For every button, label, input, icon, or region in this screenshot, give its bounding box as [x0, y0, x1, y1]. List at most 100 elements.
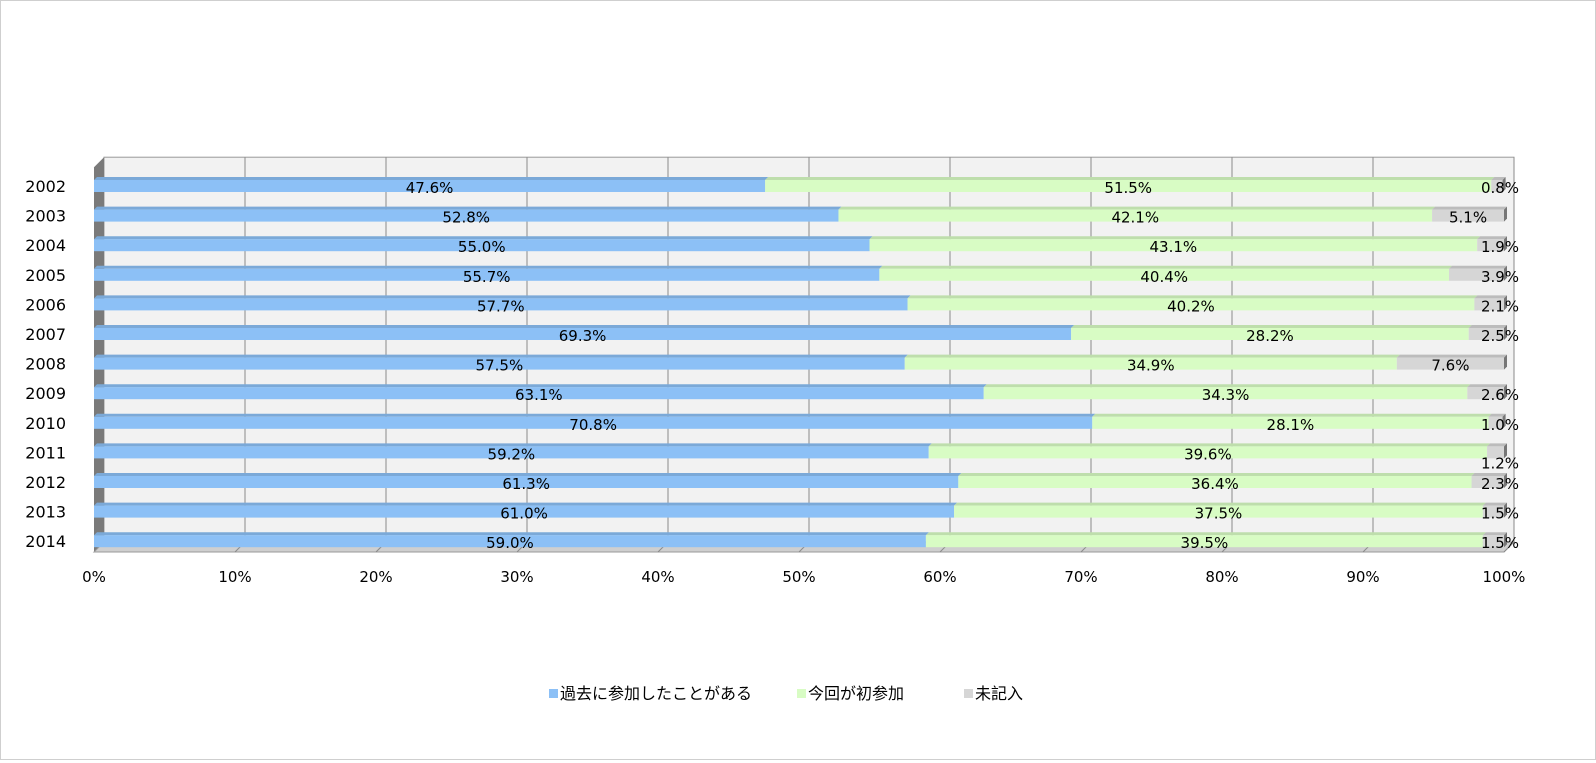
bar-top-face	[928, 443, 1491, 447]
bar-segment	[94, 268, 880, 281]
bars	[94, 177, 1507, 548]
category-label: 2012	[25, 473, 66, 492]
data-label: 1.2%	[1481, 454, 1519, 472]
bar-segment	[1488, 416, 1503, 429]
data-label: 40.2%	[1167, 297, 1215, 315]
bar-segment	[1482, 505, 1504, 518]
bar-top-face	[954, 502, 1486, 506]
bar-segment	[1474, 298, 1504, 311]
x-tick-label: 0%	[82, 568, 106, 586]
data-label: 0.8%	[1481, 179, 1519, 197]
legend-swatch	[964, 689, 973, 698]
legend-swatch	[797, 689, 806, 698]
category-label: 2005	[25, 266, 66, 285]
data-label: 69.3%	[559, 327, 607, 345]
bar-end-face	[1504, 384, 1507, 400]
data-label: 28.1%	[1267, 416, 1315, 434]
bar-top-face	[94, 532, 929, 536]
bar-top-face	[1071, 325, 1472, 328]
bar-segment	[1432, 209, 1504, 222]
data-label: 57.5%	[476, 357, 524, 375]
data-label: 2.5%	[1481, 327, 1519, 345]
data-label: 1.5%	[1481, 505, 1519, 523]
bar-segment	[925, 535, 1483, 548]
bar-top-face	[925, 532, 1486, 536]
bar-segment	[94, 476, 959, 488]
bar-top-face	[1092, 413, 1492, 417]
bar-end-face	[1504, 325, 1507, 340]
bar-top-face	[94, 443, 932, 447]
category-label: 2014	[25, 532, 66, 551]
bar-end-face	[1504, 265, 1507, 281]
bar-segment	[1092, 416, 1489, 429]
data-label: 42.1%	[1111, 209, 1159, 227]
bar-top-face	[1491, 177, 1506, 180]
bar-end-face	[1504, 236, 1507, 252]
bar-segment	[1071, 328, 1469, 340]
bar-segment	[904, 357, 1397, 370]
category-label: 2013	[25, 503, 66, 522]
data-label: 63.1%	[515, 386, 563, 404]
bar-top-face	[1471, 473, 1507, 476]
bar-top-face	[94, 413, 1096, 417]
category-label: 2002	[25, 177, 66, 196]
x-tick-label: 90%	[1346, 568, 1379, 586]
bar-segment	[1491, 180, 1503, 192]
legend-label: 今回が初参加	[808, 684, 904, 703]
data-label: 47.6%	[406, 179, 454, 197]
data-label: 39.5%	[1181, 534, 1229, 552]
bar-top-face	[879, 265, 1453, 269]
x-tick-label: 40%	[641, 568, 674, 586]
data-label: 2.6%	[1481, 386, 1519, 404]
x-tick-label: 20%	[359, 568, 392, 586]
x-tick-label: 30%	[500, 568, 533, 586]
bar-segment	[1477, 239, 1504, 252]
data-label: 40.4%	[1140, 268, 1188, 286]
bar-end-face	[1504, 206, 1507, 222]
bar-segment	[907, 298, 1475, 311]
category-axis: 2002 2003 2004 2005 2006 2007 2008 2009 2010 2011…	[25, 177, 66, 551]
bar-segment	[954, 505, 1483, 518]
bar-segment	[1487, 446, 1504, 459]
bar-segment	[1471, 476, 1504, 488]
bar-top-face	[1482, 502, 1507, 506]
bar-segment	[94, 328, 1072, 340]
x-tick-label: 80%	[1205, 568, 1238, 586]
x-tick-label: 10%	[218, 568, 251, 586]
bar-end-face	[1502, 177, 1506, 192]
x-tick-label: 100%	[1483, 568, 1526, 586]
legend-swatch	[549, 689, 558, 698]
bar-top-face	[1468, 325, 1507, 328]
bar-segment	[869, 239, 1478, 252]
data-label: 51.5%	[1104, 179, 1152, 197]
category-label: 2004	[25, 236, 66, 255]
bar-end-face	[1504, 354, 1507, 370]
category-label: 2011	[25, 443, 66, 462]
bar-top-face	[1467, 384, 1507, 388]
gridline-depth	[1503, 541, 1515, 553]
bar-top-face	[1487, 443, 1507, 447]
bar-top-face	[94, 473, 962, 476]
data-label: 43.1%	[1150, 238, 1198, 256]
data-label: 39.6%	[1184, 445, 1232, 463]
category-label: 2009	[25, 384, 66, 403]
bar-end-face	[1504, 295, 1507, 311]
data-label: 2.1%	[1481, 297, 1519, 315]
data-label: 37.5%	[1195, 505, 1243, 523]
x-tick-label: 50%	[782, 568, 815, 586]
bar-segment	[94, 505, 955, 518]
legend-label: 過去に参加したことがある	[560, 684, 752, 703]
bar-segment	[94, 446, 929, 459]
bar-top-face	[94, 502, 958, 506]
bar-top-face	[94, 295, 911, 299]
data-label: 52.8%	[442, 209, 490, 227]
bar-segment	[94, 180, 766, 192]
x-tick-label: 70%	[1064, 568, 1097, 586]
data-label: 55.7%	[463, 268, 511, 286]
bar-end-face	[1502, 413, 1506, 429]
bar-top-face	[958, 473, 1475, 476]
data-label: 3.9%	[1481, 268, 1519, 286]
data-label: 1.0%	[1481, 416, 1519, 434]
data-label: 2.3%	[1481, 475, 1519, 493]
data-labels: 47.6% 51.5% 0.8% 52.8% 42.1% 5.1% 55.0% 43.1% 1.…	[406, 179, 1519, 552]
